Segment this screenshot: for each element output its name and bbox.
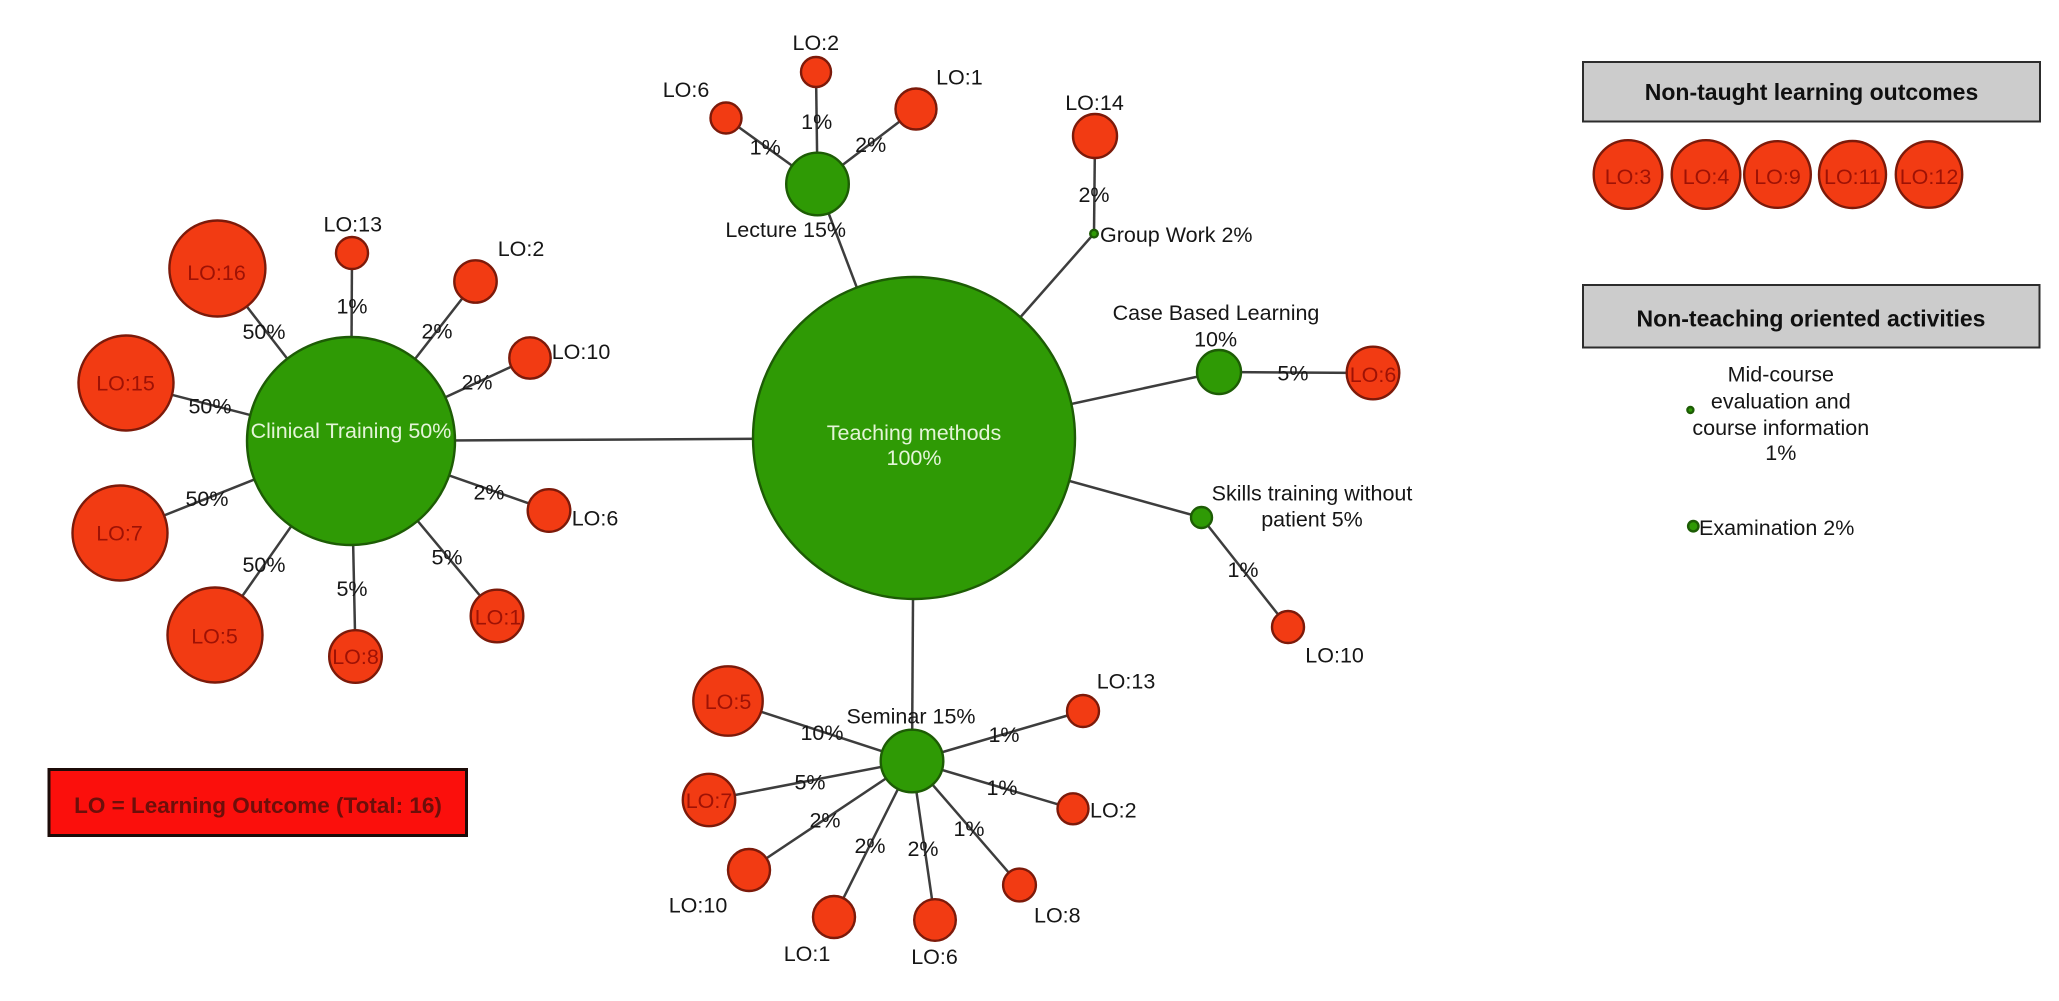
svg-text:2%: 2%	[907, 837, 938, 861]
svg-text:LO:16: LO:16	[187, 261, 246, 285]
svg-text:Lecture 15%: Lecture 15%	[725, 218, 846, 242]
svg-text:LO:12: LO:12	[1900, 165, 1959, 189]
svg-text:Non-taught learning outcomes: Non-taught learning outcomes	[1645, 79, 1979, 105]
svg-text:50%: 50%	[185, 487, 228, 511]
svg-text:LO:9: LO:9	[1754, 165, 1801, 189]
svg-text:1%: 1%	[1765, 441, 1796, 465]
svg-text:LO:10: LO:10	[552, 340, 611, 364]
svg-text:patient 5%: patient 5%	[1261, 507, 1363, 531]
svg-text:Mid-course: Mid-course	[1728, 363, 1834, 387]
svg-text:100%: 100%	[887, 446, 942, 470]
svg-text:LO:6: LO:6	[663, 78, 710, 102]
svg-text:1%: 1%	[750, 135, 781, 159]
svg-text:evaluation and: evaluation and	[1711, 390, 1851, 414]
svg-text:LO:15: LO:15	[96, 372, 155, 396]
svg-text:LO:8: LO:8	[332, 645, 379, 669]
svg-text:2%: 2%	[473, 481, 504, 505]
svg-text:5%: 5%	[336, 577, 367, 601]
svg-text:LO:11: LO:11	[1824, 165, 1881, 189]
svg-text:LO:2: LO:2	[1090, 799, 1137, 823]
svg-text:Examination 2%: Examination 2%	[1699, 516, 1854, 540]
svg-text:LO:5: LO:5	[705, 690, 752, 714]
svg-text:50%: 50%	[242, 320, 285, 344]
svg-text:1%: 1%	[986, 776, 1017, 800]
svg-text:LO:6: LO:6	[911, 945, 958, 969]
svg-text:Seminar 15%: Seminar 15%	[846, 705, 975, 729]
svg-text:2%: 2%	[461, 371, 492, 395]
svg-text:2%: 2%	[854, 834, 885, 858]
svg-text:10%: 10%	[1194, 327, 1237, 351]
svg-text:LO:5: LO:5	[191, 625, 238, 649]
svg-text:2%: 2%	[1078, 183, 1109, 207]
svg-text:LO:10: LO:10	[669, 894, 728, 918]
svg-text:LO:8: LO:8	[1034, 904, 1081, 928]
svg-text:1%: 1%	[988, 723, 1019, 747]
svg-text:1%: 1%	[1227, 558, 1258, 582]
svg-text:LO = Learning Outcome (Total:: LO = Learning Outcome (Total: 16)	[74, 793, 442, 818]
svg-text:LO:2: LO:2	[792, 31, 839, 55]
svg-text:LO:6: LO:6	[572, 507, 619, 531]
svg-text:Case Based Learning: Case Based Learning	[1113, 301, 1320, 325]
svg-text:LO:1: LO:1	[936, 66, 983, 90]
svg-text:1%: 1%	[336, 295, 367, 319]
svg-text:Clinical Training 50%: Clinical Training 50%	[251, 419, 452, 443]
svg-text:LO:14: LO:14	[1065, 91, 1124, 115]
svg-text:2%: 2%	[809, 809, 840, 833]
svg-text:LO:1: LO:1	[475, 606, 522, 630]
svg-text:2%: 2%	[421, 320, 452, 344]
svg-text:course information: course information	[1692, 416, 1869, 440]
svg-text:LO:6: LO:6	[1350, 363, 1397, 387]
svg-text:1%: 1%	[801, 110, 832, 134]
svg-text:50%: 50%	[188, 395, 231, 419]
svg-text:LO:7: LO:7	[686, 789, 733, 813]
svg-text:LO:13: LO:13	[1097, 670, 1156, 694]
svg-text:1%: 1%	[953, 817, 984, 841]
svg-text:5%: 5%	[1277, 361, 1308, 385]
svg-text:Group Work 2%: Group Work 2%	[1100, 223, 1253, 247]
svg-text:LO:1: LO:1	[784, 942, 831, 966]
svg-text:5%: 5%	[431, 546, 462, 570]
svg-text:50%: 50%	[242, 553, 285, 577]
svg-text:LO:10: LO:10	[1305, 644, 1364, 668]
svg-text:10%: 10%	[800, 721, 843, 745]
svg-text:LO:7: LO:7	[96, 522, 143, 546]
svg-text:LO:4: LO:4	[1683, 165, 1730, 189]
svg-text:5%: 5%	[794, 770, 825, 794]
svg-text:LO:3: LO:3	[1605, 165, 1652, 189]
svg-text:LO:2: LO:2	[498, 237, 545, 261]
svg-text:Teaching methods: Teaching methods	[827, 421, 1002, 445]
svg-text:LO:13: LO:13	[324, 212, 383, 236]
svg-text:Non-teaching oriented activiti: Non-teaching oriented activities	[1637, 306, 1986, 332]
svg-text:Skills training without: Skills training without	[1212, 481, 1413, 505]
svg-text:2%: 2%	[855, 133, 886, 157]
